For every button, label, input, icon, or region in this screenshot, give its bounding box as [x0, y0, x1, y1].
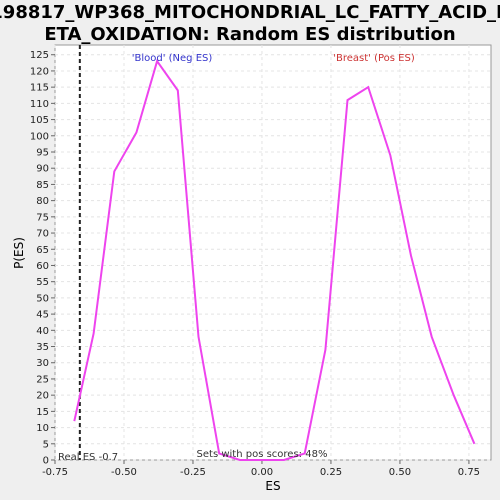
y-tick-label: 15 — [36, 407, 49, 418]
x-tick-label: 0.75 — [458, 467, 480, 478]
y-tick-label: 85 — [36, 180, 49, 191]
x-axis-label: ES — [265, 479, 280, 493]
y-tick-label: 105 — [30, 115, 49, 126]
real-es-label: Real ES -0.7 — [58, 452, 118, 463]
neg-es-label: 'Blood' (Neg ES) — [132, 53, 213, 64]
y-tick-label: 60 — [36, 261, 49, 272]
y-tick-label: 115 — [30, 83, 49, 94]
y-tick-label: 50 — [36, 293, 49, 304]
es-distribution-line — [73, 58, 476, 461]
y-tick-label: 0 — [43, 456, 49, 467]
x-tick-label: 0.00 — [251, 467, 273, 478]
y-tick-label: 40 — [36, 326, 49, 337]
y-tick-label: 125 — [30, 50, 49, 61]
plot-area — [54, 44, 492, 461]
y-axis-label: P(ES) — [12, 237, 26, 269]
x-tick-label: 0.50 — [389, 467, 411, 478]
y-tick-label: 30 — [36, 358, 49, 369]
sets-pos-label: Sets with pos scores: 48% — [197, 449, 328, 460]
x-tick-label: 0.25 — [320, 467, 342, 478]
y-tick-label: 90 — [36, 164, 49, 175]
y-tick-label: 110 — [30, 99, 49, 110]
pos-es-label: 'Breast' (Pos ES) — [333, 53, 415, 64]
y-tick-label: 20 — [36, 391, 49, 402]
y-tick-label: 55 — [36, 277, 49, 288]
y-tick-label: 65 — [36, 245, 49, 256]
chart-title-line2: ETA_OXIDATION: Random ES distribution — [44, 24, 455, 45]
grid — [54, 45, 491, 461]
y-tick-label: 100 — [30, 131, 49, 142]
y-tick-label: 25 — [36, 374, 49, 385]
y-tick-label: 35 — [36, 342, 49, 353]
y-tick-label: 10 — [36, 423, 49, 434]
y-tick-label: 95 — [36, 147, 49, 158]
x-tick-label: -0.25 — [180, 467, 206, 478]
y-tick-label: 75 — [36, 212, 49, 223]
chart-title-line1: 198817_WP368_MITOCHONDRIAL_LC_FATTY_ACID… — [0, 2, 500, 23]
y-tick-label: 120 — [30, 66, 49, 77]
y-tick-label: 45 — [36, 310, 49, 321]
x-tick-label: -0.75 — [42, 467, 68, 478]
y-tick-label: 5 — [43, 439, 49, 450]
x-tick-label: -0.50 — [111, 467, 137, 478]
x-axis: -0.75 -0.50 -0.25 0.00 0.25 0.50 0.75 — [42, 460, 480, 478]
y-tick-label: 80 — [36, 196, 49, 207]
y-tick-label: 70 — [36, 229, 49, 240]
y-axis: 0 5 10 15 20 25 30 35 40 45 50 55 60 65 70 75 80 85 90 95 10… — [30, 50, 55, 467]
